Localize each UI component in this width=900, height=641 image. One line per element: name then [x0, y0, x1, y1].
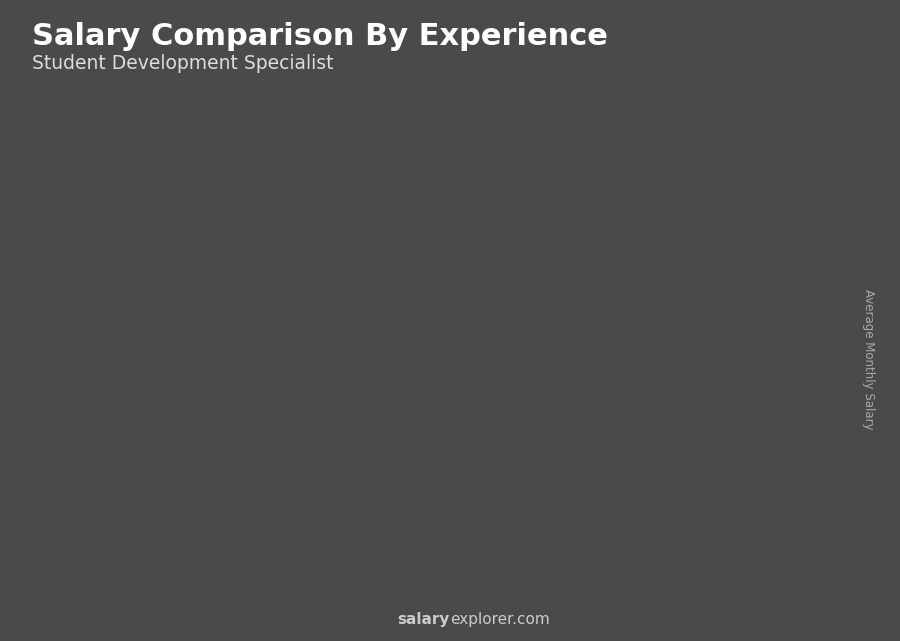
Bar [59, 431, 136, 570]
Polygon shape [698, 222, 781, 236]
Polygon shape [315, 324, 397, 334]
Polygon shape [187, 392, 269, 399]
Polygon shape [776, 222, 781, 570]
Bar [698, 222, 776, 570]
Bar [315, 324, 392, 570]
Text: ★: ★ [782, 47, 789, 56]
Text: Student Development Specialist: Student Development Specialist [32, 54, 333, 74]
Text: Salary Comparison By Experience: Salary Comparison By Experience [32, 22, 608, 51]
Polygon shape [571, 244, 652, 256]
Bar [716, 64, 819, 106]
Text: 8,070 SGD: 8,070 SGD [314, 528, 392, 541]
Text: +7%: +7% [522, 179, 568, 197]
Text: salary: salary [398, 612, 450, 627]
Circle shape [741, 26, 761, 51]
Text: ★: ★ [787, 33, 793, 42]
Text: 11,400 SGD: 11,400 SGD [693, 516, 781, 529]
Polygon shape [443, 265, 525, 278]
Text: ★: ★ [765, 33, 772, 42]
Bar [716, 22, 819, 64]
Text: 9,990 SGD: 9,990 SGD [442, 521, 520, 534]
Polygon shape [264, 392, 269, 570]
Bar [187, 392, 264, 570]
Text: ★: ★ [776, 23, 783, 32]
Polygon shape [136, 431, 141, 570]
Text: +38%: +38% [260, 260, 319, 278]
Text: Average Monthly Salary: Average Monthly Salary [862, 288, 875, 429]
Text: ★: ★ [770, 47, 777, 56]
Bar [571, 244, 648, 570]
Bar [315, 324, 320, 570]
Text: 10,700 SGD: 10,700 SGD [565, 519, 652, 531]
Circle shape [732, 26, 758, 57]
Bar [443, 265, 519, 570]
Bar [187, 392, 192, 570]
Text: explorer.com: explorer.com [450, 612, 550, 627]
Bar [443, 265, 447, 570]
Polygon shape [519, 265, 525, 570]
Text: +24%: +24% [388, 201, 446, 219]
Text: 5,850 SGD: 5,850 SGD [186, 536, 265, 549]
Text: 4,550 SGD: 4,550 SGD [58, 541, 137, 554]
Text: +7%: +7% [651, 158, 696, 176]
Polygon shape [648, 244, 652, 570]
Bar [571, 244, 575, 570]
Text: +29%: +29% [132, 328, 191, 346]
Polygon shape [392, 324, 397, 570]
Bar [698, 222, 704, 570]
Polygon shape [59, 431, 141, 437]
Bar [59, 431, 64, 570]
